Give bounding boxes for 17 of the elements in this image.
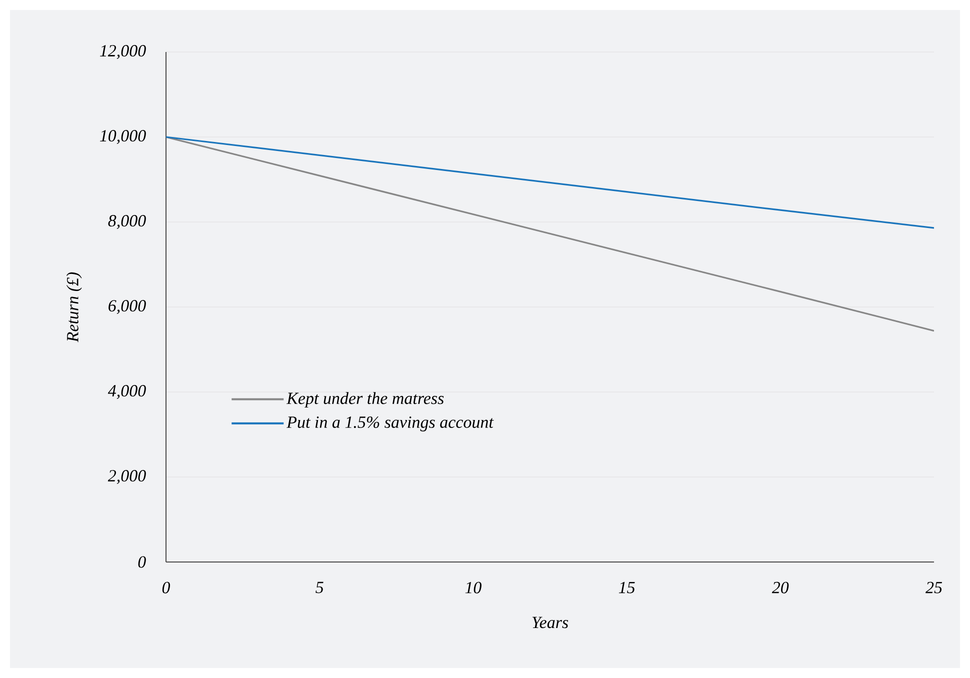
x-axis-title: Years [532, 616, 568, 628]
y-axis-title: Return (£) [66, 272, 82, 342]
x-tick-label: 20 [772, 582, 789, 594]
y-tick-label: 10,000 [100, 130, 146, 144]
x-tick-label: 15 [618, 582, 635, 594]
x-tick-label: 5 [316, 582, 324, 594]
x-tick-label: 0 [162, 582, 170, 594]
legend-label: Put in a 1.5% savings account [286, 416, 494, 432]
y-tick-label: 6,000 [108, 300, 146, 314]
y-tick-label: 0 [138, 556, 146, 568]
legend-label: Kept under the matress [286, 392, 444, 408]
x-tick-label: 25 [926, 582, 942, 594]
y-tick-label: 4,000 [108, 385, 146, 399]
y-tick-label: 8,000 [108, 215, 146, 229]
x-tick-label: 10 [465, 582, 482, 594]
y-tick-label: 2,000 [108, 470, 146, 484]
y-tick-label: 12,000 [100, 45, 146, 59]
